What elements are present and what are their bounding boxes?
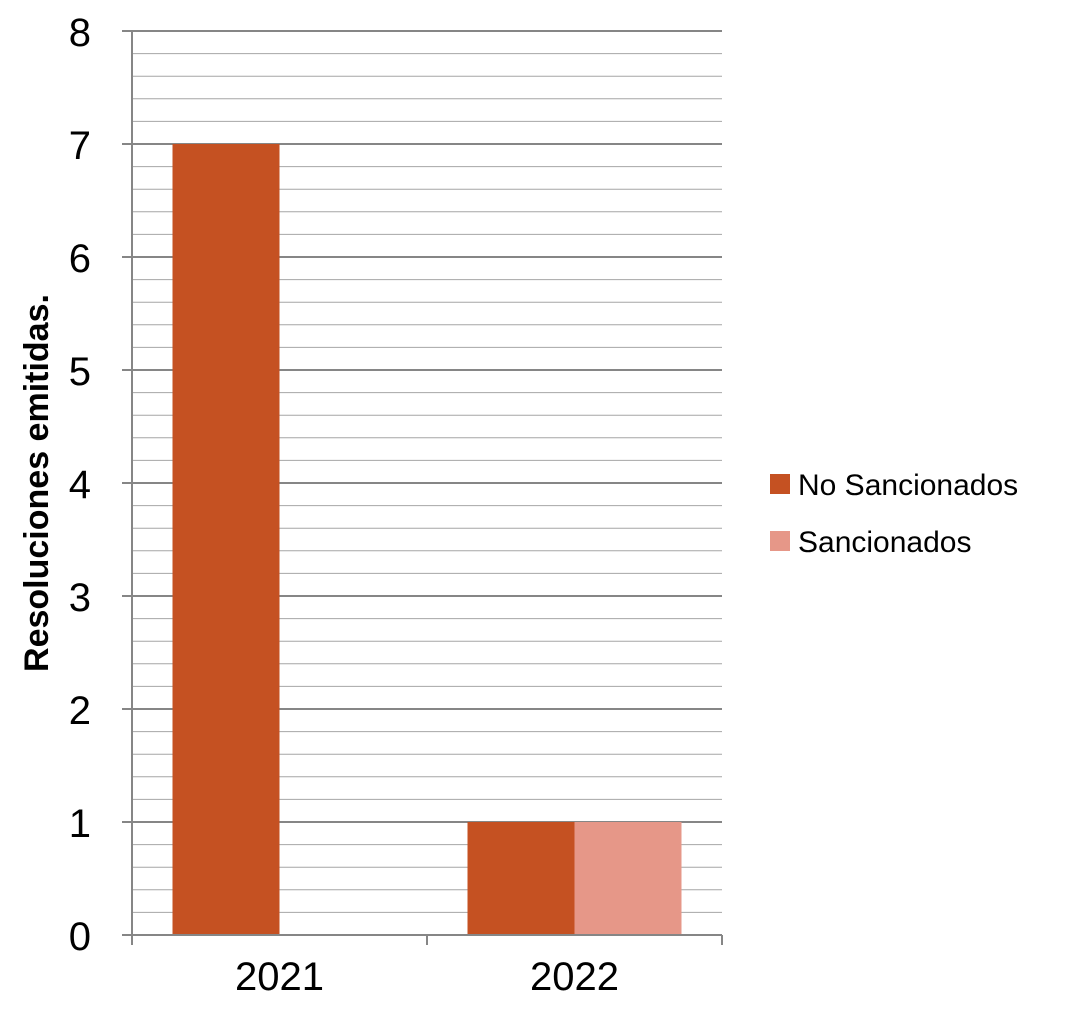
y-tick-label: 2 (69, 689, 91, 733)
bar-no-sancionados-2022 (467, 822, 575, 935)
y-tick-label: 6 (69, 237, 91, 281)
legend-label: No Sancionados (798, 469, 1018, 502)
y-tick-label: 0 (69, 915, 91, 959)
y-axis-title: Resoluciones emitidas. (18, 294, 56, 672)
x-tick-label: 2021 (235, 955, 324, 999)
y-tick-label: 8 (69, 11, 91, 55)
bar-sancionados-2022 (574, 822, 682, 935)
legend-swatch (770, 474, 790, 494)
legend-label: Sancionados (798, 526, 971, 559)
y-tick-label: 1 (69, 802, 91, 846)
legend-swatch (770, 531, 790, 551)
y-tick-label: 5 (69, 350, 91, 394)
y-tick-label: 3 (69, 576, 91, 620)
bar-no-sancionados-2021 (172, 144, 280, 935)
x-tick-label: 2022 (530, 955, 619, 999)
y-tick-label: 7 (69, 124, 91, 168)
y-tick-label: 4 (69, 463, 91, 507)
